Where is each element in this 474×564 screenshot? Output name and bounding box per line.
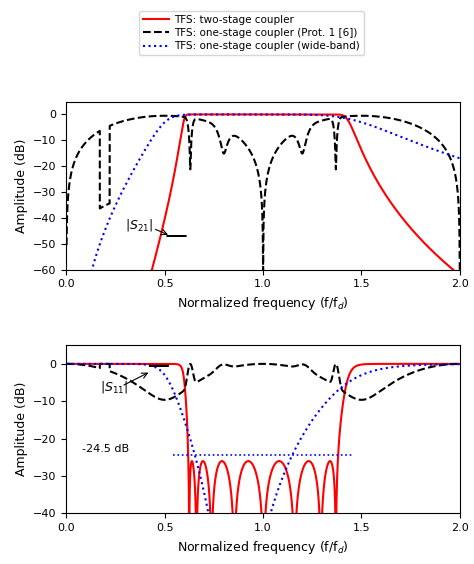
Y-axis label: Amplitude (dB): Amplitude (dB): [15, 382, 27, 477]
Y-axis label: Amplitude (dB): Amplitude (dB): [15, 138, 27, 233]
Text: -24.5 dB: -24.5 dB: [82, 444, 129, 455]
Legend: TFS: two-stage coupler, TFS: one-stage coupler (Prot. 1 [6]), TFS: one-stage cou: TFS: two-stage coupler, TFS: one-stage c…: [138, 11, 364, 55]
X-axis label: Normalized frequency (f/f$_d$): Normalized frequency (f/f$_d$): [177, 539, 349, 556]
X-axis label: Normalized frequency (f/f$_d$): Normalized frequency (f/f$_d$): [177, 295, 349, 312]
Text: $|S_{11}|$: $|S_{11}|$: [100, 378, 128, 394]
Text: $|S_{21}|$: $|S_{21}|$: [125, 217, 154, 233]
